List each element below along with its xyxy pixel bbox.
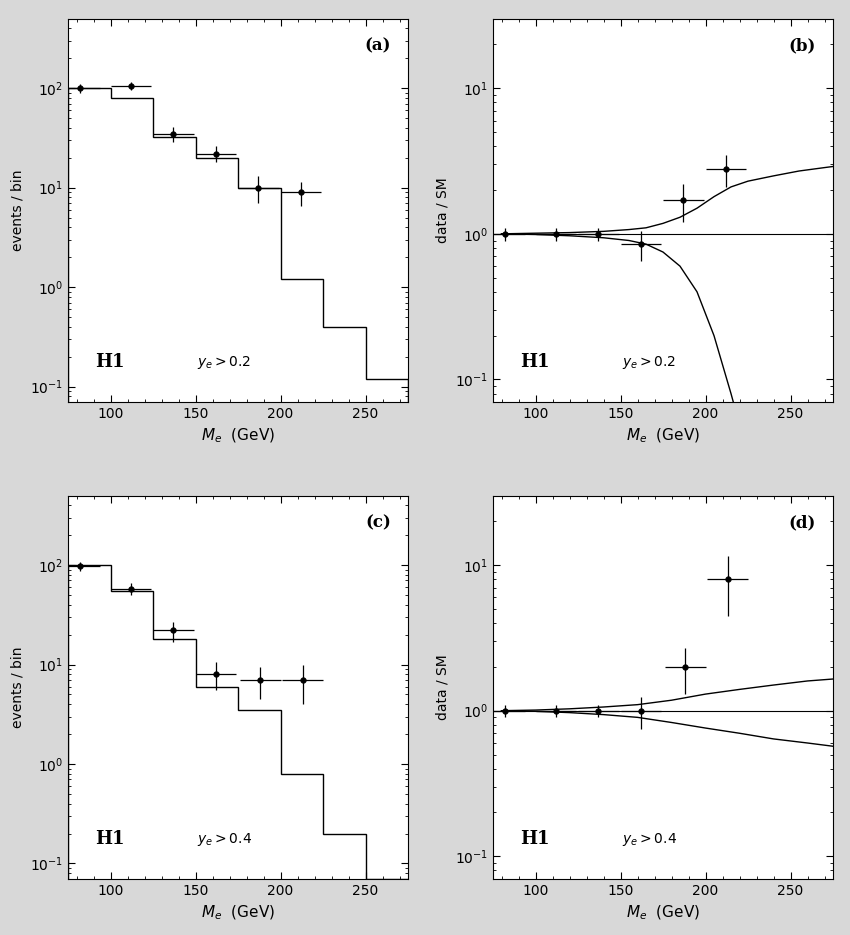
X-axis label: $M_e$  (GeV): $M_e$ (GeV) — [626, 426, 700, 445]
Text: H1: H1 — [95, 830, 125, 848]
Text: $y_e > 0.4$: $y_e > 0.4$ — [622, 831, 677, 848]
X-axis label: $M_e$  (GeV): $M_e$ (GeV) — [626, 903, 700, 922]
Text: (a): (a) — [365, 38, 391, 55]
Text: (b): (b) — [789, 38, 816, 55]
Text: $y_e > 0.2$: $y_e > 0.2$ — [622, 354, 676, 371]
Text: H1: H1 — [520, 830, 550, 848]
Text: $y_e > 0.4$: $y_e > 0.4$ — [197, 831, 252, 848]
Text: H1: H1 — [95, 353, 125, 371]
Y-axis label: events / bin: events / bin — [10, 646, 25, 728]
Y-axis label: events / bin: events / bin — [10, 169, 25, 252]
X-axis label: $M_e$  (GeV): $M_e$ (GeV) — [201, 426, 275, 445]
X-axis label: $M_e$  (GeV): $M_e$ (GeV) — [201, 903, 275, 922]
Text: (c): (c) — [366, 514, 391, 532]
Text: H1: H1 — [520, 353, 550, 371]
Y-axis label: data / SM: data / SM — [435, 178, 450, 243]
Text: $y_e > 0.2$: $y_e > 0.2$ — [197, 354, 251, 371]
Text: (d): (d) — [789, 514, 816, 532]
Y-axis label: data / SM: data / SM — [435, 654, 450, 720]
